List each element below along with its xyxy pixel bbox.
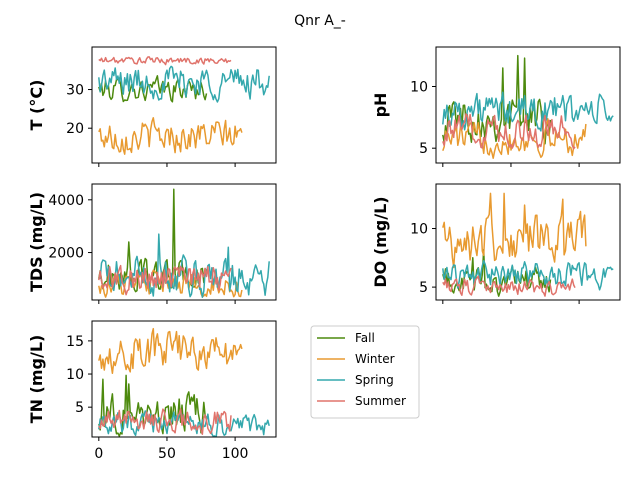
series-line-summer — [98, 408, 232, 435]
panel-do: 5 10 DO (mg/L) — [371, 183, 621, 304]
series-group — [98, 327, 270, 437]
y-tick-label: 5 — [419, 141, 428, 157]
axes-frame — [91, 46, 277, 164]
series-line-spring — [98, 233, 270, 298]
y-axis-label: DO (mg/L) — [371, 196, 390, 287]
legend-label-spring: Spring — [355, 373, 394, 387]
series-group — [98, 188, 270, 298]
series-group — [442, 54, 614, 159]
series-group — [98, 56, 270, 155]
x-tick-label: 100 — [222, 446, 249, 462]
legend-label-summer: Summer — [355, 394, 406, 408]
y-tick-label: 30 — [66, 83, 84, 99]
y-axis-label: TN (mg/L) — [27, 335, 46, 424]
legend-label-winter: Winter — [355, 352, 395, 366]
legend-label-fall: Fall — [355, 331, 375, 345]
y-tick-label: 2000 — [48, 246, 84, 262]
y-axis-label: pH — [371, 93, 390, 118]
legend-box — [310, 325, 420, 419]
y-tick-label: 20 — [66, 121, 84, 137]
y-tick-label: 5 — [419, 280, 428, 296]
series-line-summer — [98, 264, 232, 296]
series-group — [442, 192, 614, 297]
y-axis-label: T (°C) — [27, 80, 46, 131]
chart-title: Qnr A_- — [294, 13, 346, 29]
axes-frame — [91, 320, 277, 438]
y-tick-label: 10 — [410, 79, 428, 95]
y-tick-label: 15 — [66, 334, 84, 350]
axes-frame — [91, 183, 277, 301]
axes-frame — [435, 46, 621, 164]
axes-frame — [435, 183, 621, 301]
series-line-winter — [98, 117, 243, 155]
series-line-summer — [442, 113, 576, 150]
x-tick-label: 50 — [158, 446, 176, 462]
x-tick-label: 0 — [94, 446, 103, 462]
panel-ph: 5 10 pH — [371, 46, 621, 167]
panel-tn: 5 10 15 0 50 100 TN (mg/L) — [27, 320, 277, 462]
y-tick-label: 10 — [66, 367, 84, 383]
series-line-spring — [442, 260, 614, 291]
series-line-spring — [442, 91, 614, 132]
y-axis-label: TDS (mg/L) — [27, 192, 46, 292]
panel-t: 20 30 T (°C) — [27, 46, 277, 167]
series-line-spring — [98, 65, 270, 103]
legend: Fall Winter Spring Summer — [310, 325, 420, 419]
series-line-summer — [98, 56, 232, 66]
series-line-summer — [442, 275, 576, 297]
series-line-winter — [442, 192, 587, 269]
y-tick-label: 4000 — [48, 193, 84, 209]
series-line-winter — [98, 327, 243, 375]
y-tick-label: 10 — [410, 222, 428, 238]
y-tick-label: 5 — [75, 400, 84, 416]
